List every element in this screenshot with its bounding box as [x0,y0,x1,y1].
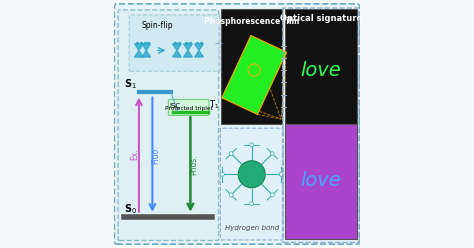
Polygon shape [142,50,151,57]
Polygon shape [142,44,151,50]
Text: Phosphorescence film: Phosphorescence film [204,17,300,26]
Text: Optical signature: Optical signature [280,14,362,23]
Polygon shape [183,50,192,57]
Polygon shape [135,50,143,57]
Circle shape [229,152,233,156]
Circle shape [238,161,265,188]
FancyBboxPatch shape [129,15,220,71]
Circle shape [229,193,233,197]
Circle shape [220,172,224,176]
Text: S$_1$: S$_1$ [124,77,137,91]
Text: S$_0$: S$_0$ [124,202,137,216]
Polygon shape [222,35,286,114]
Text: T$_1$: T$_1$ [209,98,219,111]
FancyBboxPatch shape [118,10,219,241]
FancyBboxPatch shape [220,128,283,240]
FancyBboxPatch shape [168,99,209,115]
Bar [221,9,283,124]
Polygon shape [194,44,203,50]
Polygon shape [173,44,182,50]
Bar [285,124,357,239]
Polygon shape [135,44,143,50]
Text: ISC: ISC [170,103,181,109]
Polygon shape [194,50,203,57]
Circle shape [270,152,274,156]
Circle shape [250,202,254,206]
Polygon shape [183,44,192,50]
Text: love: love [301,61,341,80]
Text: Ex.: Ex. [131,149,140,160]
Text: Phos.: Phos. [190,154,199,175]
Bar [285,9,357,124]
Text: Fluo.: Fluo. [151,146,160,164]
Text: Hydrogen bond: Hydrogen bond [225,225,279,231]
Text: love: love [301,171,341,190]
Circle shape [270,193,274,197]
FancyBboxPatch shape [114,4,360,244]
Text: Protected triplet: Protected triplet [164,106,212,111]
Polygon shape [173,50,182,57]
Circle shape [279,172,283,176]
Circle shape [250,143,254,147]
Text: Spin-flip: Spin-flip [142,21,173,31]
